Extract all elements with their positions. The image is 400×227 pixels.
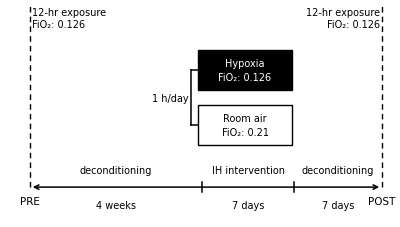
Text: 12-hr exposure
FiO₂: 0.126: 12-hr exposure FiO₂: 0.126 [306,8,380,30]
Text: IH intervention: IH intervention [212,165,284,175]
Text: 1 h/day: 1 h/day [152,93,189,103]
Text: POST: POST [368,196,396,206]
Text: Hypoxia
FiO₂: 0.126: Hypoxia FiO₂: 0.126 [218,59,272,83]
Text: 4 weeks: 4 weeks [96,200,136,210]
Bar [198,51,292,91]
Text: deconditioning: deconditioning [80,165,152,175]
Text: 12-hr exposure
FiO₂: 0.126: 12-hr exposure FiO₂: 0.126 [32,8,106,30]
Text: 7 days: 7 days [232,200,264,210]
Bar [198,106,292,145]
Text: deconditioning: deconditioning [302,165,374,175]
Text: Room air
FiO₂: 0.21: Room air FiO₂: 0.21 [222,114,268,137]
Text: 7 days: 7 days [322,200,354,210]
Text: PRE: PRE [20,196,40,206]
